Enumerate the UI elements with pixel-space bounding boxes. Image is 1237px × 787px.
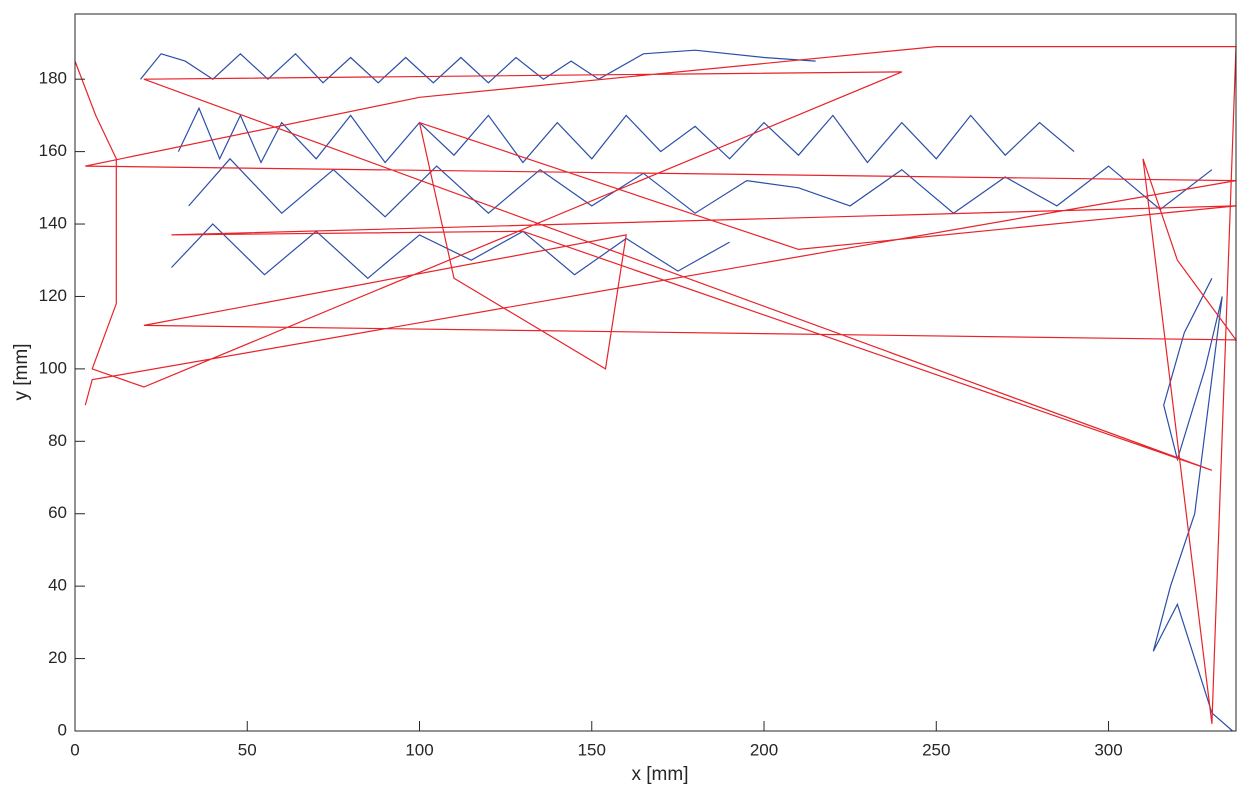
y-tick-label: 40	[48, 576, 67, 595]
data-line	[74, 46, 1237, 724]
y-tick-label: 60	[48, 503, 67, 522]
y-tick-label: 120	[39, 286, 67, 305]
x-tick-label: 50	[238, 740, 257, 759]
x-tick-label: 0	[70, 740, 79, 759]
x-tick-label: 200	[750, 740, 778, 759]
y-axis-label: y [mm]	[11, 344, 32, 401]
x-axis-label: x [mm]	[632, 764, 689, 785]
y-tick-label: 140	[39, 214, 67, 233]
y-tick-label: 0	[58, 720, 67, 739]
data-line	[140, 49, 1233, 732]
y-tick-label: 20	[48, 648, 67, 667]
x-tick-label: 250	[922, 740, 950, 759]
y-tick-label: 80	[48, 431, 67, 450]
x-tick-label: 100	[405, 740, 433, 759]
y-tick-label: 180	[39, 69, 67, 88]
axes-box	[74, 13, 1237, 732]
x-tick-label: 150	[578, 740, 606, 759]
y-tick-label: 100	[39, 358, 67, 377]
x-tick-label: 300	[1094, 740, 1122, 759]
y-tick-label: 160	[39, 141, 67, 160]
plot-area	[75, 14, 1236, 731]
